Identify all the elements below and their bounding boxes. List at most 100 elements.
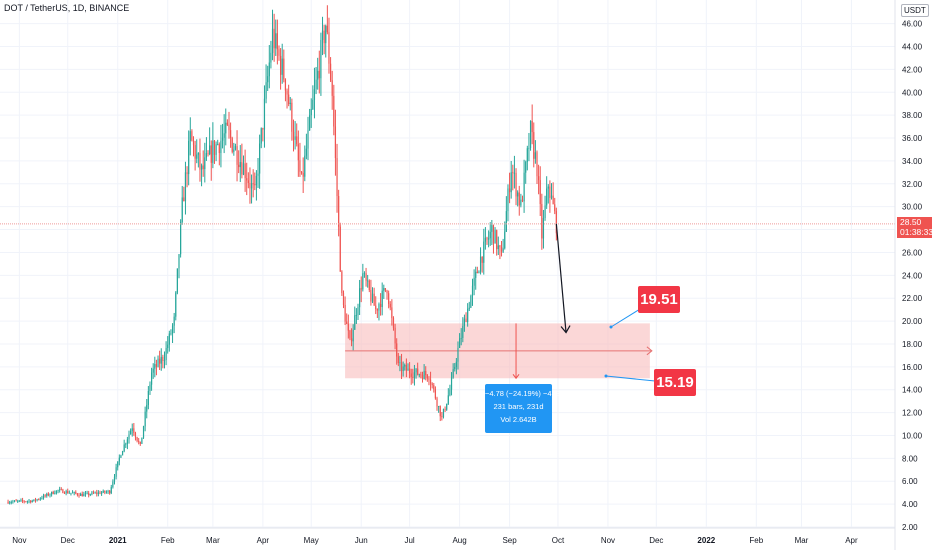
y-tick-label: 10.00: [902, 431, 923, 440]
candle-body: [425, 370, 427, 375]
y-tick-label: 26.00: [902, 248, 923, 257]
candle-body: [458, 338, 461, 348]
candle-body: [542, 217, 545, 239]
bar-countdown: 01:38:33: [900, 227, 932, 237]
candle-body: [462, 325, 464, 338]
x-tick-label: Mar: [206, 536, 220, 545]
candle-body: [159, 358, 161, 364]
candle-body: [175, 292, 177, 317]
candle-body: [391, 307, 393, 319]
candle-body: [84, 493, 87, 495]
candle-body: [457, 347, 459, 362]
candle-body: [442, 408, 445, 417]
candle-body: [342, 293, 345, 305]
candle-body: [88, 492, 90, 496]
candle-body: [257, 173, 259, 176]
candle-body: [162, 356, 164, 361]
candle-body: [249, 182, 251, 189]
candle-body: [549, 186, 551, 198]
candle-body: [536, 152, 538, 177]
candle-body: [254, 184, 256, 186]
candle-body: [176, 268, 178, 293]
candle-body: [281, 58, 283, 75]
x-tick-label: Dec: [649, 536, 663, 545]
candle-body: [60, 489, 62, 491]
candle-body: [367, 280, 369, 282]
candle-body: [359, 288, 361, 308]
candle-body: [413, 372, 416, 378]
candle-body: [173, 316, 175, 326]
x-tick-label: 2021: [109, 536, 127, 545]
measure-tooltip[interactable]: −4.78 (−24.19%) −478 231 bars, 231d Vol …: [485, 384, 560, 433]
upper-label-anchor: [609, 325, 613, 329]
candle-body: [449, 389, 451, 396]
candle-body: [288, 94, 290, 105]
candle-body: [18, 500, 20, 502]
candle-body: [484, 237, 486, 242]
candle-body: [273, 28, 275, 49]
candle-body: [286, 90, 288, 95]
candle-body: [39, 498, 41, 500]
y-tick-label: 14.00: [902, 386, 923, 395]
candle-body: [221, 137, 224, 141]
currency-selector[interactable]: USDT: [901, 4, 929, 17]
candle-body: [346, 321, 348, 324]
candle-body: [160, 356, 162, 364]
candle-body: [278, 49, 280, 56]
candle-body: [128, 434, 130, 440]
candle-body: [426, 374, 428, 379]
upper-target-label[interactable]: 19.51: [638, 286, 680, 313]
candle-body: [131, 428, 133, 431]
candle-body: [396, 343, 398, 357]
candle-body: [38, 499, 40, 501]
candle-body: [404, 365, 406, 367]
candle-body: [234, 146, 237, 150]
candle-body: [539, 180, 541, 205]
lower-target-label[interactable]: 15.19: [654, 369, 696, 396]
candle-body: [309, 115, 311, 131]
candle-body: [541, 204, 543, 239]
candle-body: [113, 476, 116, 482]
candle-body: [381, 290, 383, 308]
y-tick-label: 12.00: [902, 409, 923, 418]
candle-body: [171, 325, 174, 334]
measure-arrow-head: [512, 373, 520, 380]
candle-body: [186, 172, 188, 175]
candle-body: [504, 231, 506, 249]
candle-body: [225, 122, 227, 134]
candle-body: [423, 370, 425, 380]
candle-body: [533, 132, 535, 159]
candle-body: [123, 444, 125, 452]
candle-body: [333, 95, 335, 127]
candle-body: [349, 330, 351, 339]
candle-body: [436, 398, 438, 407]
candle-body: [180, 221, 182, 255]
candle-body: [292, 131, 295, 140]
candle-body: [388, 293, 390, 304]
candle-body: [46, 493, 48, 496]
candle-body: [505, 211, 507, 232]
candle-body: [291, 102, 293, 132]
candle-body: [263, 98, 266, 130]
candle-body: [513, 172, 516, 174]
candle-body: [136, 437, 138, 441]
candle-body: [397, 356, 399, 363]
candle-body: [538, 176, 540, 181]
candle-body: [102, 490, 104, 493]
candle-body: [499, 245, 501, 248]
candle-body: [379, 304, 382, 308]
symbol-title[interactable]: DOT / TetherUS, 1D, BINANCE: [4, 3, 130, 13]
x-tick-label: Feb: [749, 536, 763, 545]
candle-body: [463, 318, 466, 326]
candle-body: [479, 256, 482, 272]
candle-body: [320, 39, 322, 79]
candle-body: [152, 368, 154, 373]
candle-body: [323, 30, 325, 44]
candle-body: [51, 491, 53, 495]
candle-body: [394, 327, 396, 344]
candle-body: [518, 192, 520, 206]
candle-body: [438, 406, 440, 407]
last-price-badge: 28.50 01:38:33: [897, 217, 932, 238]
